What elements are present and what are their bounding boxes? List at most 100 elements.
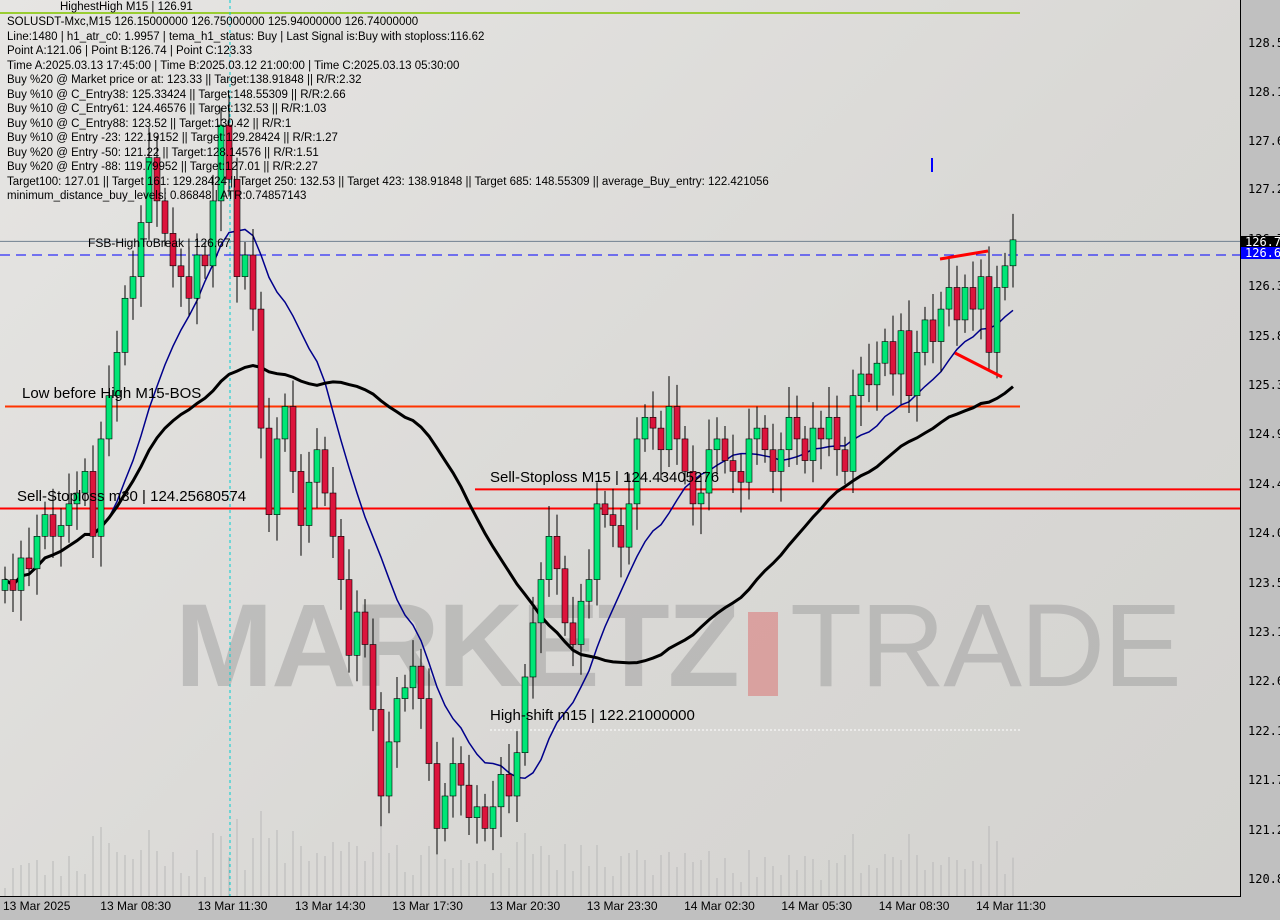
candle-bearish [721,438,729,461]
candle-bearish [601,503,609,515]
candle-bullish [977,276,985,310]
candle-bearish [553,536,561,570]
candle-bullish [697,492,705,505]
fsb-high-label: FSB-HighToBreak | 126.67 [88,236,231,250]
candle-bearish [257,308,265,429]
y-tick-label: 120.8 [1248,872,1280,887]
info-line: Buy %10 @ C_Entry88: 123.52 || Target:13… [7,117,292,130]
candle-bearish [417,665,425,699]
candle-bearish [161,200,169,234]
candle-bearish [361,611,369,645]
candle-bullish [857,373,865,396]
candle-bullish [585,579,593,602]
y-tick-label: 122.6 [1248,674,1280,689]
candle-bullish [241,254,249,277]
chart-plot-area[interactable] [0,0,1241,897]
candle-bullish [17,557,25,591]
candle-bullish [873,362,881,386]
candle-bullish [41,514,49,537]
candle-bullish [849,395,857,472]
x-tick-label: 13 Mar 17:30 [392,899,463,913]
ma-slow-line [4,364,1014,665]
sell-stoploss-m15-label: Sell-Stoploss M15 | 124.43405276 [490,469,720,486]
candle-bearish [265,427,273,515]
x-tick-label: 14 Mar 05:30 [781,899,853,913]
candle-bearish [9,579,17,591]
info-line: Buy %20 @ Entry -88: 119.79952 || Target… [7,161,318,173]
watermark-logo-right: TRADE [790,580,1182,712]
candle-bullish [385,741,393,797]
candle-bearish [425,698,433,764]
x-tick-label: 13 Mar 20:30 [489,899,561,913]
candle-bullish [897,330,905,375]
candle-bullish [777,449,785,472]
candle-bearish [233,178,241,277]
candle-bullish [1001,265,1009,288]
candle-bullish [497,774,505,808]
y-tick-label: 121.2 [1248,822,1280,837]
pattern-line-top [939,249,989,261]
y-tick-label: 124.0 [1248,526,1280,541]
candle-bullish [809,427,817,461]
info-line: Buy %10 @ C_Entry61: 124.46576 || Target… [7,103,327,115]
y-tick-label: 127.6 [1248,134,1280,149]
candle-bullish [665,406,673,451]
candle-bearish [681,438,689,472]
candle-bearish [985,276,993,353]
bid-price-tag: 126.6 [1241,247,1280,259]
candle-bearish [929,319,937,342]
candle-bullish [513,752,521,797]
x-tick-label: 13 Mar 14:30 [294,899,366,913]
candle-bearish [953,287,961,321]
candle-bullish [121,297,129,353]
candle-bullish [825,416,833,440]
candle-bearish [609,514,617,526]
info-line: Line:1480 | h1_atr_c0: 1.9957 | tema_h1_… [7,30,485,43]
info-hidden-top: HighestHigh M15 | 126.91 [60,1,193,13]
info-line: Point A:121.06 | Point B:126.74 | Point … [7,45,253,57]
candle-bullish [409,665,417,689]
candle-bullish [97,438,105,537]
x-tick-label: 13 Mar 2025 [3,899,71,913]
candle-bullish [73,492,81,505]
candle-bearish [569,622,577,645]
info-line: Time A:2025.03.13 17:45:00 | Time B:2025… [7,59,460,72]
info-line: Buy %20 @ Market price or at: 123.33 || … [7,74,362,86]
y-tick-label: 127.2 [1248,182,1280,197]
x-tick-label: 14 Mar 02:30 [684,899,755,913]
candle-bullish [401,687,409,699]
high-shift-label: High-shift m15 | 122.21000000 [490,707,695,724]
candle-bearish [969,287,977,310]
candle-bearish [345,579,353,656]
candle-bearish [249,254,257,310]
info-line: Target100: 127.01 || Target 161: 129.284… [7,175,769,188]
info-line: Buy %10 @ C_Entry38: 125.33424 || Target… [7,88,346,101]
candle-bullish [545,536,553,580]
candle-bearish [465,784,473,818]
candle-bullish [881,341,889,364]
candle-bullish [937,308,945,342]
candle-bearish [817,427,825,440]
candle-bearish [225,124,233,180]
watermark-bar [748,612,778,696]
candle-bullish [633,438,641,505]
candle-bullish [641,416,649,440]
info-line: Buy %20 @ Entry -50: 121.22 || Target:12… [7,146,319,159]
candle-bullish [209,200,217,267]
candle-bearish [889,341,897,375]
candle-bullish [1009,239,1017,267]
candle-bullish [713,438,721,451]
y-tick-label: 128.5 [1248,36,1280,50]
candle-bullish [785,416,793,451]
candle-bullish [489,806,497,829]
candle-bearish [801,438,809,461]
candle-bearish [49,514,57,537]
y-tick-label: 125.8 [1248,329,1280,344]
candle-bullish [577,600,585,645]
candle-bearish [321,449,329,494]
candle-bearish [649,416,657,429]
last-price-tag: 126.7 [1241,236,1280,248]
candle-bullish [753,427,761,440]
y-tick-label: 122.1 [1248,724,1280,739]
candle-bearish [481,806,489,829]
